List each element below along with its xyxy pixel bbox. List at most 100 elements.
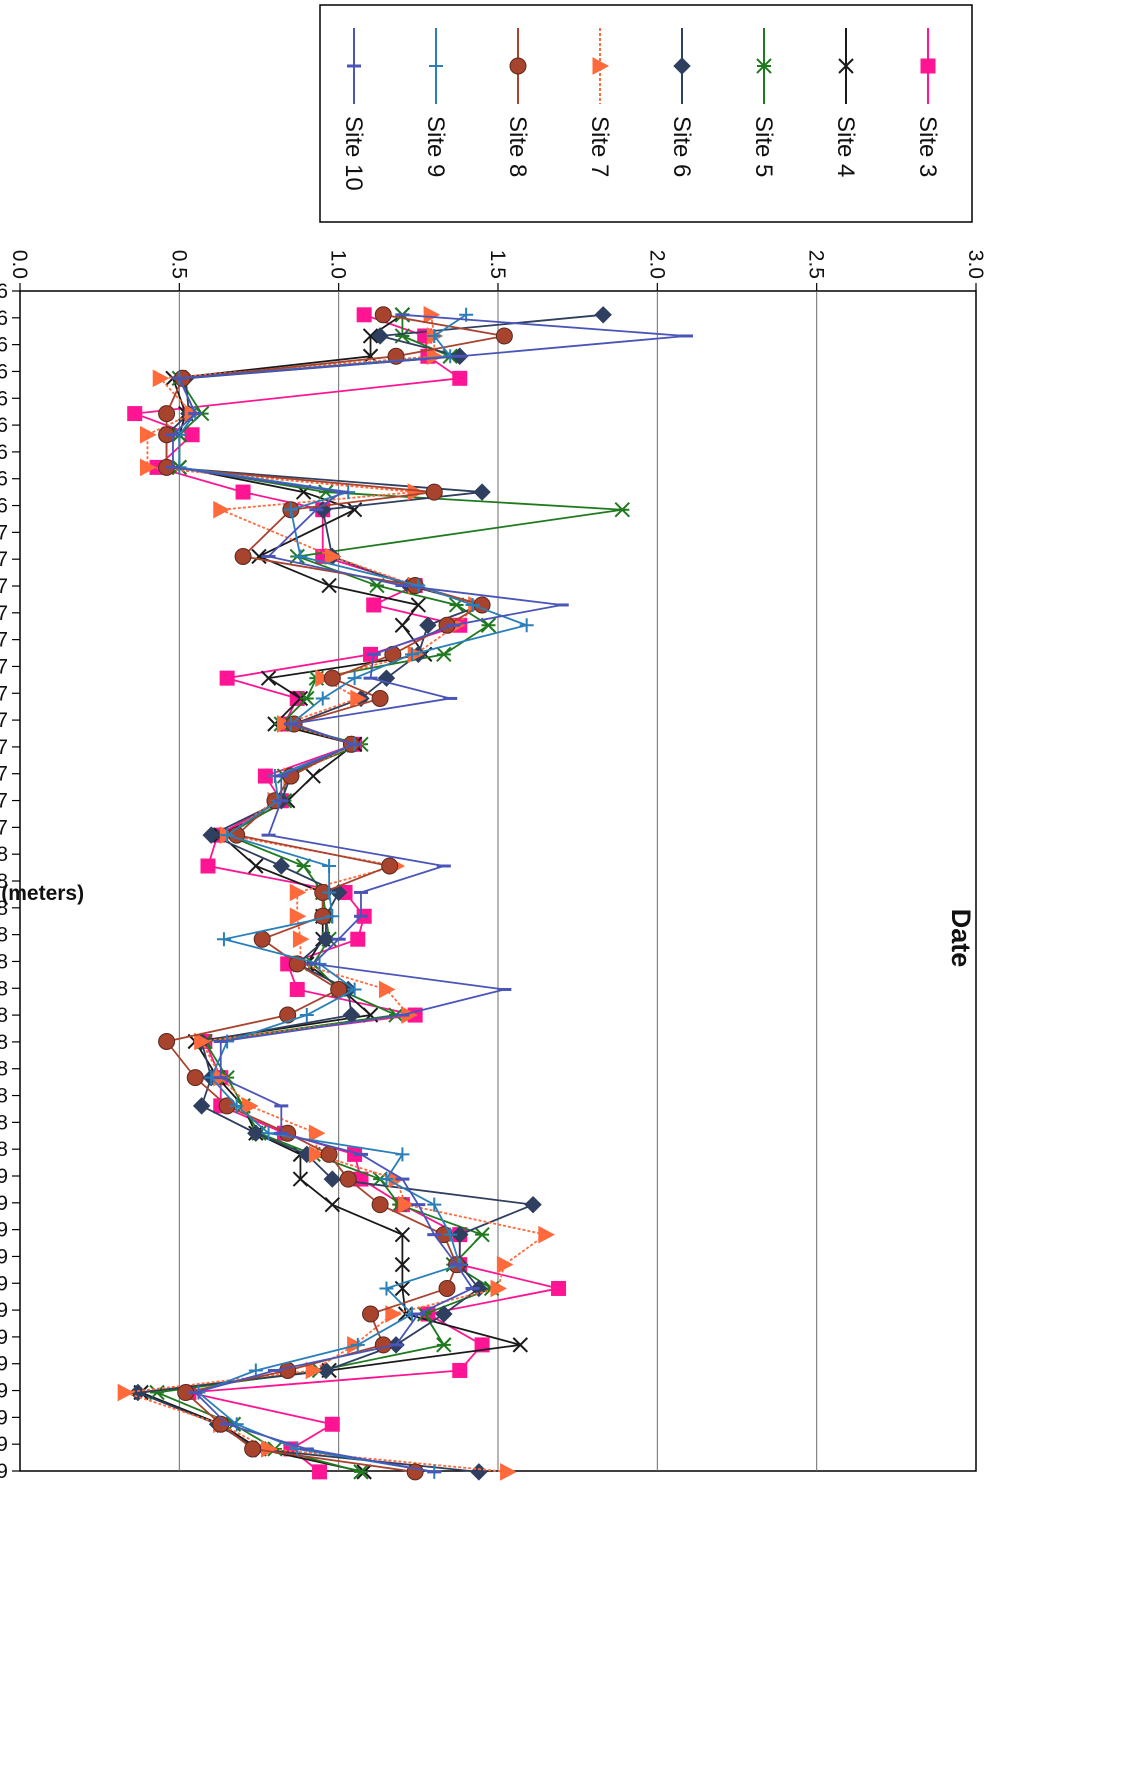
y-tick-label: 2.5: [805, 250, 828, 279]
data-point-site-5: [480, 617, 497, 633]
y-tick-label: 2.0: [645, 250, 668, 279]
x-tick-label: 9/2/08: [0, 1058, 8, 1081]
data-point-site-9: [261, 1126, 276, 1141]
legend-marker-site-4: [838, 58, 854, 74]
axes: [12, 283, 977, 1472]
x-tick-label: 10/2/09: [0, 1406, 8, 1429]
data-point-site-9: [322, 859, 337, 874]
legend-label-site-5: Site 5: [750, 116, 777, 177]
x-tick-label: 12/3/07: [0, 816, 8, 839]
data-point-site-4: [394, 1280, 411, 1297]
data-point-site-6: [323, 1170, 342, 1188]
x-tick-label: 6/2/08: [0, 977, 8, 1000]
series-site-7: [117, 305, 555, 1481]
x-tick-label: 4/3/08: [0, 924, 8, 947]
data-point-site-4: [248, 858, 264, 874]
data-point-site-7: [261, 1440, 278, 1458]
x-tick-label: 8/2/09: [0, 1353, 8, 1376]
data-point-site-7: [500, 1463, 517, 1481]
data-point-site-3: [551, 1280, 567, 1296]
data-point-site-8: [253, 930, 271, 948]
data-point-site-6: [419, 616, 437, 634]
legend-item-site-4: Site 4: [832, 28, 859, 177]
data-point-site-4: [362, 328, 379, 344]
legend-marker-site-5: [756, 58, 772, 74]
data-point-site-7: [308, 1145, 326, 1164]
legend-label-site-10: Site 10: [340, 116, 367, 191]
data-point-site-8: [371, 689, 389, 707]
x-tick-label: 12/2/09: [0, 1460, 8, 1483]
data-point-site-8: [320, 1145, 338, 1163]
data-point-site-3: [350, 931, 366, 947]
data-point-site-9: [283, 502, 298, 517]
data-point-site-9: [411, 578, 426, 593]
legend-label-site-7: Site 7: [586, 116, 613, 177]
y-tick-label: 1.0: [327, 250, 350, 279]
x-tick-label: 5/4/07: [0, 629, 8, 652]
data-point-site-7: [315, 669, 332, 687]
x-tick-label: 3/3/09: [0, 1219, 8, 1242]
x-tick-label: 10/3/07: [0, 763, 8, 786]
data-point-site-4: [410, 597, 427, 613]
x-tick-label: 8/3/06: [0, 387, 8, 410]
legend-box: [319, 4, 973, 223]
y-tick-label: 3.0: [964, 250, 987, 279]
legend: Site 3 Site 4 Site 5 Site 6 Site 7 Site 8 Site…: [319, 4, 973, 223]
data-point-site-8: [406, 1463, 424, 1481]
data-point-site-7: [213, 500, 230, 519]
data-point-site-4: [394, 617, 411, 633]
legend-item-site-5: Site 5: [750, 28, 777, 177]
x-tick-label: 2/2/08: [0, 870, 8, 893]
data-point-site-7: [423, 305, 441, 324]
x-tick-label: 9/3/07: [0, 736, 8, 759]
data-point-site-4: [512, 1337, 529, 1353]
data-point-site-6: [524, 1195, 542, 1214]
data-point-site-9: [325, 909, 340, 924]
data-point-site-4: [394, 1256, 411, 1273]
data-point-site-3: [200, 858, 216, 874]
legend-item-site-3: Site 3: [914, 28, 941, 177]
data-point-site-8: [362, 1305, 380, 1323]
data-point-site-8: [279, 1006, 297, 1024]
data-point-site-9: [350, 1337, 365, 1352]
x-tick-label: 9/2/09: [0, 1380, 8, 1403]
data-point-site-8: [495, 327, 513, 345]
data-point-site-7: [496, 1255, 514, 1274]
data-point-site-5: [299, 690, 315, 707]
data-point-site-6: [594, 306, 612, 324]
data-point-site-7: [117, 1383, 135, 1402]
data-point-site-5: [436, 646, 452, 663]
data-point-site-6: [272, 857, 291, 875]
data-point-site-9: [379, 1281, 394, 1296]
legend-item-site-7: Site 7: [586, 28, 613, 177]
legend-item-site-10: Site 10: [340, 28, 367, 191]
data-point-site-9: [293, 549, 308, 564]
legend-marker-site-7: [592, 57, 610, 75]
data-point-site-5: [353, 1464, 369, 1480]
legend-item-site-6: Site 6: [668, 28, 695, 177]
series-layer: [117, 305, 694, 1481]
data-point-site-9: [216, 932, 231, 947]
data-point-site-6: [202, 826, 220, 844]
x-tick-label: 11/2/07: [0, 790, 8, 813]
data-point-site-9: [427, 328, 442, 343]
x-tick-label: 4/4/07: [0, 602, 8, 625]
data-point-site-9: [220, 828, 235, 843]
data-point-site-4: [305, 768, 321, 784]
data-point-site-3: [127, 406, 143, 422]
x-tick-label: 10/3/06: [0, 441, 8, 464]
y-tick-label: 0.0: [8, 250, 31, 279]
legend-label-site-9: Site 9: [422, 116, 449, 177]
data-point-site-7: [490, 1279, 508, 1298]
data-point-site-7: [378, 980, 396, 999]
x-tick-label: 11/1/09: [0, 1433, 8, 1456]
rotated-chart: 0.0 0.5 1.0 1.5 2.0 2.5 3.0 4/4/06 5/4/06 6/3/06 7…: [0, 4, 987, 1483]
data-point-site-9: [379, 1172, 394, 1187]
x-tick-label: 4/3/09: [0, 1245, 8, 1268]
x-tick-label: 11/2/06: [0, 468, 8, 491]
data-point-site-3: [356, 307, 372, 323]
tick-labels: 0.0 0.5 1.0 1.5 2.0 2.5 3.0 4/4/06 5/4/06 6/3/06 7…: [0, 250, 987, 1483]
data-point-site-8: [374, 306, 392, 324]
legend-label-site-4: Site 4: [832, 116, 859, 177]
